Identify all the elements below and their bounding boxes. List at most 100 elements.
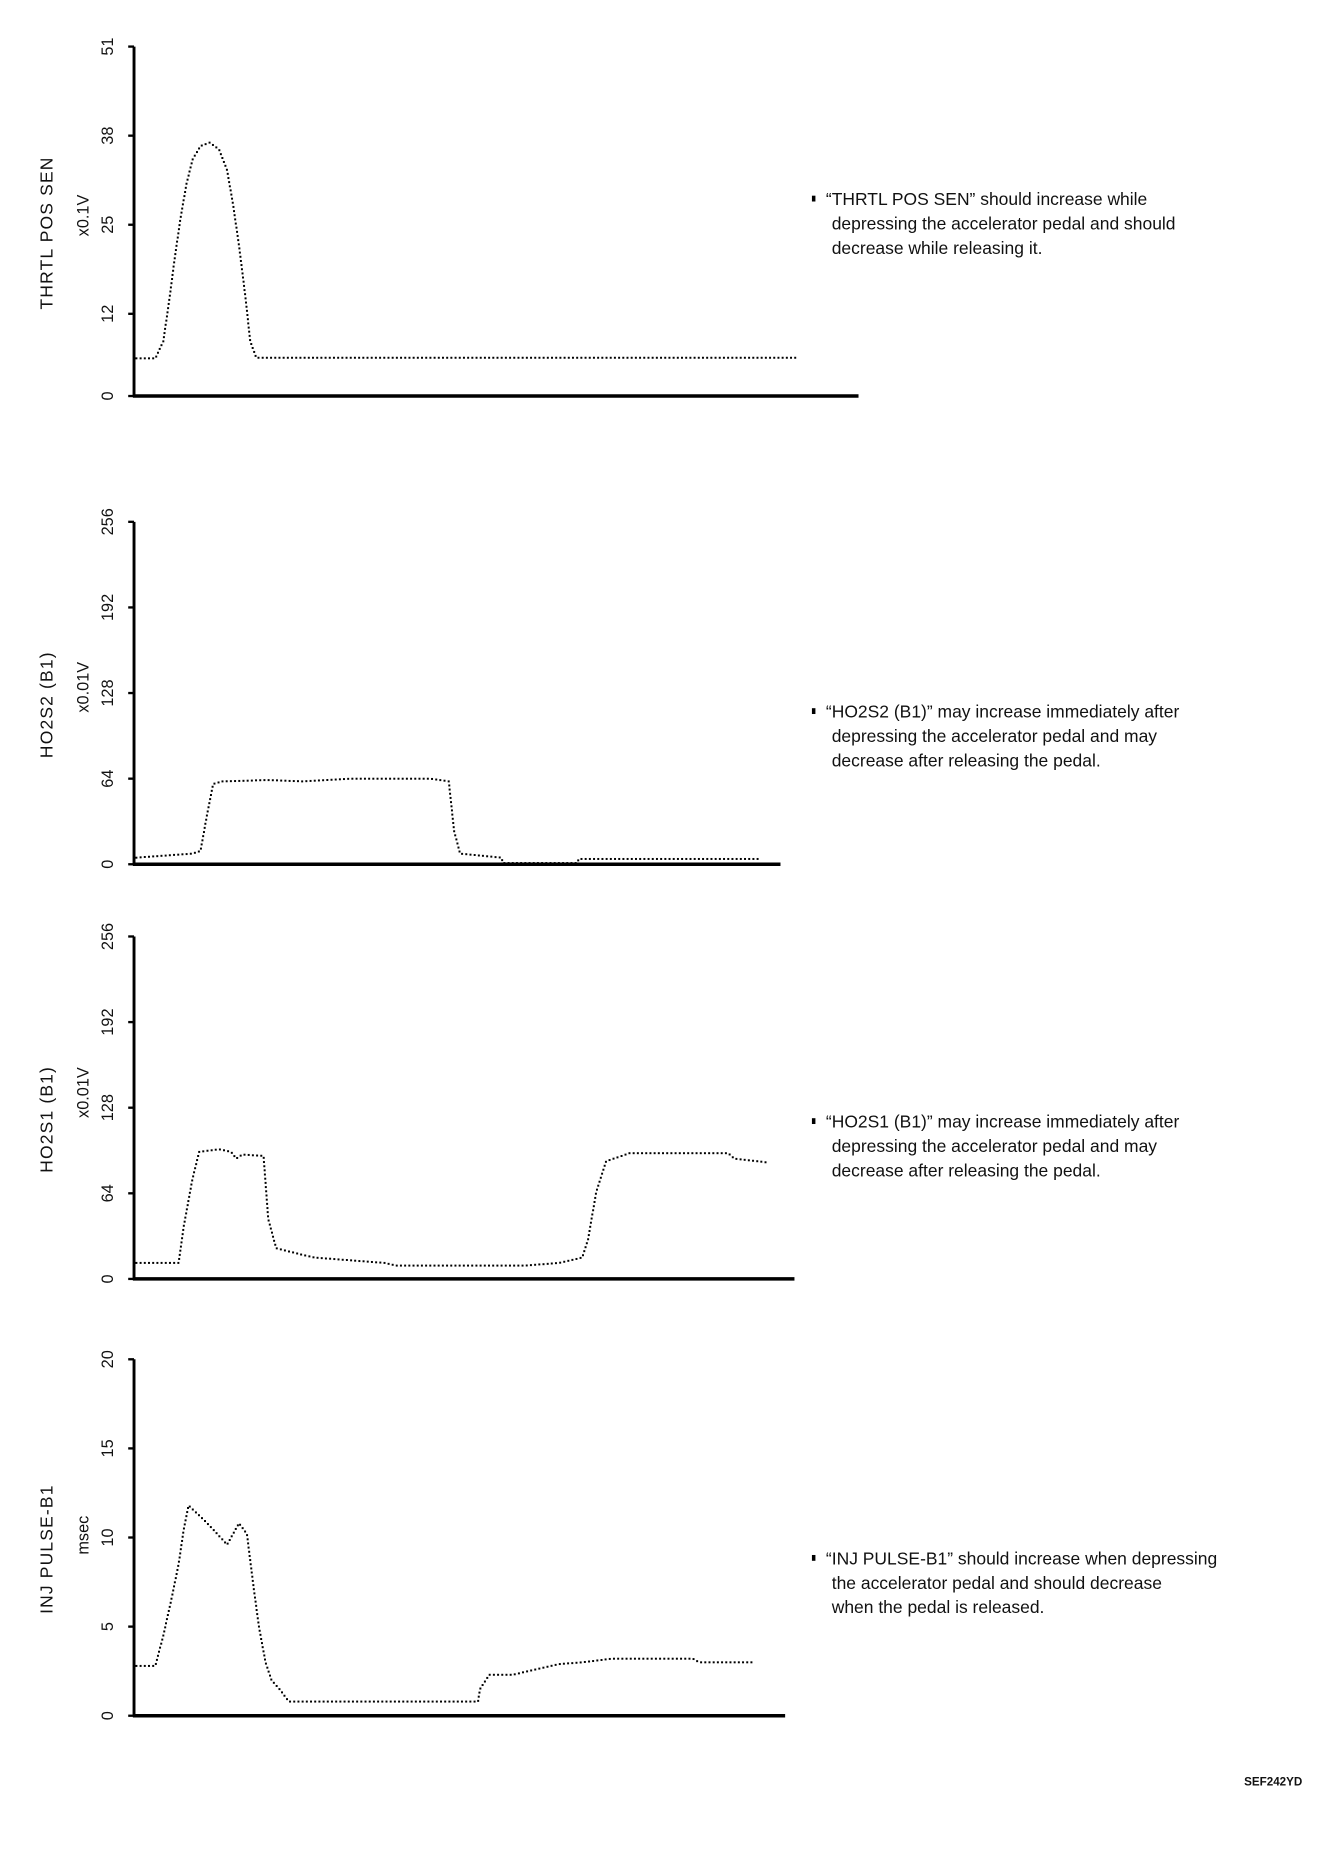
data-point bbox=[184, 1216, 187, 1219]
data-point bbox=[580, 356, 583, 359]
data-point bbox=[246, 1534, 249, 1537]
data-point bbox=[237, 239, 240, 242]
data-point bbox=[218, 1535, 221, 1538]
data-point bbox=[193, 154, 196, 157]
data-point bbox=[164, 1261, 167, 1264]
data-point bbox=[676, 857, 679, 860]
data-point bbox=[497, 1673, 500, 1676]
data-point bbox=[308, 1255, 311, 1258]
y-tick-label: 0 bbox=[99, 1711, 117, 1720]
data-point bbox=[337, 1258, 340, 1261]
data-point bbox=[183, 1220, 186, 1223]
data-point bbox=[224, 164, 227, 167]
data-point bbox=[179, 215, 182, 218]
y-tick-label: 5 bbox=[99, 1622, 117, 1631]
data-point bbox=[401, 777, 404, 780]
data-point bbox=[691, 1152, 694, 1155]
data-point bbox=[471, 356, 474, 359]
data-point bbox=[567, 1259, 570, 1262]
data-point bbox=[529, 1264, 532, 1267]
data-point bbox=[534, 1668, 537, 1671]
y-tick-label: 38 bbox=[99, 127, 117, 145]
data-point bbox=[245, 301, 248, 304]
data-point bbox=[139, 1664, 142, 1667]
data-point bbox=[443, 779, 446, 782]
data-point bbox=[752, 1159, 755, 1162]
data-point bbox=[448, 788, 451, 791]
data-point bbox=[616, 1156, 619, 1159]
data-point bbox=[559, 356, 562, 359]
data-point bbox=[255, 1604, 258, 1607]
data-point bbox=[764, 1161, 767, 1164]
data-point bbox=[255, 779, 258, 782]
data-point bbox=[773, 356, 776, 359]
data-point bbox=[265, 356, 268, 359]
data-point bbox=[185, 1515, 188, 1518]
data-point bbox=[477, 854, 480, 857]
data-point bbox=[139, 856, 142, 859]
data-point bbox=[180, 1241, 183, 1244]
data-point bbox=[689, 857, 692, 860]
data-series bbox=[135, 777, 759, 865]
data-point bbox=[712, 1152, 715, 1155]
data-point bbox=[473, 854, 476, 856]
data-point bbox=[577, 859, 580, 862]
data-point bbox=[687, 1152, 690, 1155]
data-point bbox=[410, 777, 413, 780]
data-point bbox=[218, 1148, 221, 1151]
data-point bbox=[160, 1261, 163, 1264]
data-point bbox=[760, 1160, 763, 1163]
data-point bbox=[404, 356, 407, 359]
data-point bbox=[227, 1150, 230, 1153]
data-point bbox=[233, 1155, 236, 1158]
data-point bbox=[672, 356, 675, 359]
data-point bbox=[328, 356, 331, 359]
data-point bbox=[483, 1264, 486, 1267]
data-point bbox=[389, 1700, 392, 1703]
data-point bbox=[678, 1152, 681, 1155]
data-point bbox=[562, 862, 565, 865]
data-point bbox=[458, 356, 461, 359]
data-point bbox=[174, 249, 177, 252]
data-point bbox=[182, 199, 185, 202]
data-point bbox=[777, 356, 780, 359]
data-point bbox=[602, 1168, 605, 1171]
data-point bbox=[158, 347, 161, 350]
data-point bbox=[194, 1167, 197, 1170]
data-point bbox=[588, 1660, 591, 1663]
data-point bbox=[733, 1661, 736, 1664]
data-point bbox=[414, 777, 417, 780]
data-point bbox=[699, 1152, 702, 1155]
data-point bbox=[164, 1626, 167, 1629]
data-point bbox=[255, 1609, 258, 1612]
data-point bbox=[716, 1152, 719, 1155]
data-point bbox=[441, 356, 444, 359]
data-point bbox=[594, 1192, 597, 1195]
data-point bbox=[453, 830, 456, 833]
data-point bbox=[633, 1657, 636, 1660]
chart-3: 0 64 128 192 256 HO2S1 (B1) x0.01V “HO2S1 (B1)”… bbox=[36, 923, 1179, 1284]
data-point bbox=[399, 1264, 402, 1267]
data-point bbox=[695, 1152, 698, 1155]
data-point bbox=[242, 276, 244, 279]
data-point bbox=[267, 1219, 270, 1222]
data-point bbox=[379, 356, 382, 359]
data-point bbox=[416, 1264, 419, 1267]
data-point bbox=[227, 177, 230, 180]
data-point bbox=[161, 1638, 164, 1641]
data-point bbox=[251, 346, 254, 349]
data-point bbox=[178, 1556, 181, 1559]
data-point bbox=[731, 1156, 734, 1159]
data-point bbox=[143, 1664, 146, 1667]
data-point bbox=[257, 1621, 260, 1624]
data-point bbox=[590, 1217, 593, 1220]
data-point bbox=[478, 1691, 481, 1694]
data-point bbox=[542, 1666, 545, 1669]
data-point bbox=[584, 356, 587, 359]
data-point bbox=[433, 356, 436, 359]
data-point bbox=[447, 780, 450, 783]
data-point bbox=[266, 1211, 269, 1214]
data-point bbox=[173, 1585, 176, 1588]
data-point bbox=[246, 314, 249, 317]
note-line: decrease while releasing it. bbox=[832, 238, 1043, 258]
